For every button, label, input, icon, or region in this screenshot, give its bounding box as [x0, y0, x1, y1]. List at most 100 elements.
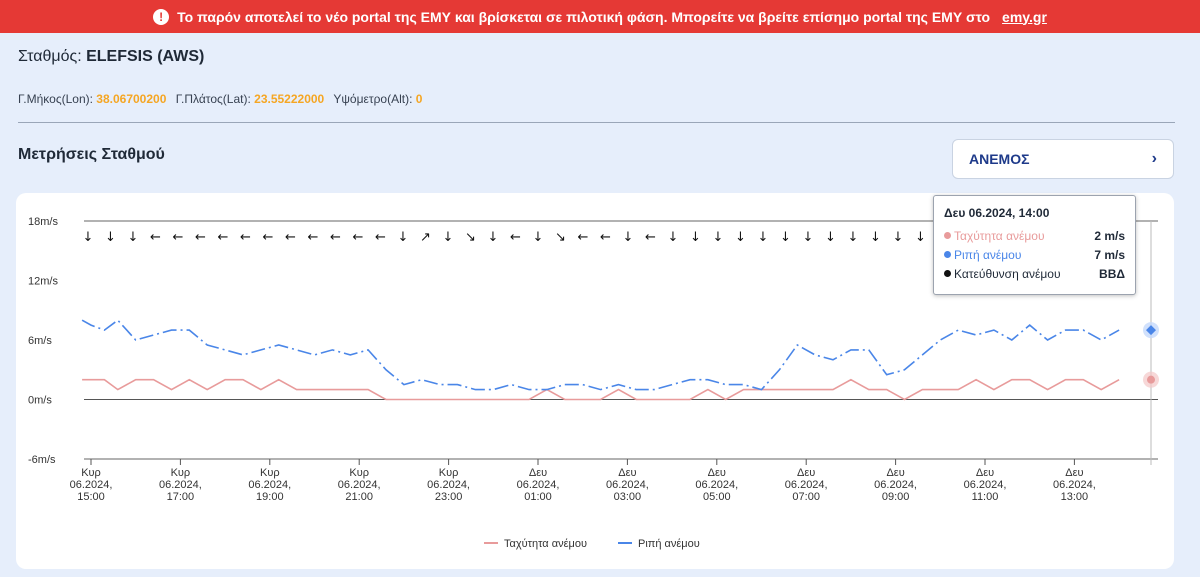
direction-arrow: ←: [150, 230, 161, 245]
measurement-selector[interactable]: ΑΝΕΜΟΣ ›: [952, 139, 1174, 179]
direction-arrow: ↓: [443, 230, 454, 245]
series-line-gust: [81, 319, 1120, 391]
x-tick-label: 06.2024,: [338, 479, 381, 491]
x-tick-label: 07:00: [792, 491, 820, 503]
x-tick-label: 06.2024,: [606, 479, 649, 491]
direction-arrow: ↘: [465, 230, 476, 245]
x-tick-label: 06.2024,: [964, 479, 1007, 491]
x-tick-label: Κυρ: [81, 467, 101, 479]
station-coords: Γ.Μήκος(Lon): 38.06700200 Γ.Πλάτος(Lat):…: [18, 92, 428, 106]
x-tick-label: Δευ: [797, 467, 815, 479]
x-tick-label: Δευ: [618, 467, 636, 479]
direction-arrow: ←: [263, 230, 274, 245]
direction-arrow: ↓: [825, 230, 836, 245]
direction-arrow: ←: [308, 230, 319, 245]
x-tick-label: 06.2024,: [785, 479, 828, 491]
speed-dot-icon: [944, 232, 951, 239]
lat-value: 23.55222000: [254, 92, 325, 106]
speed-highlight-dot: [1147, 375, 1155, 384]
direction-arrow: ←: [510, 230, 521, 245]
x-tick-label: 19:00: [256, 491, 284, 503]
direction-arrow: ←: [645, 230, 656, 245]
x-tick-label: 06.2024,: [517, 479, 560, 491]
pilot-banner: ! Το παρόν αποτελεί το νέο portal της ΕΜ…: [0, 0, 1200, 33]
direction-dot-icon: [944, 270, 951, 277]
direction-arrow: ↓: [83, 230, 94, 245]
divider: [18, 122, 1175, 123]
x-tick-label: Κυρ: [260, 467, 280, 479]
section-title: Μετρήσεις Σταθμού: [18, 146, 165, 163]
lon-value: 38.06700200: [96, 92, 167, 106]
x-tick-label: 06.2024,: [695, 479, 738, 491]
chevron-right-icon: ›: [1151, 150, 1157, 167]
tooltip-speed-value: 2 m/s: [1094, 228, 1125, 243]
legend-label-speed[interactable]: Ταχύτητα ανέμου: [504, 538, 587, 550]
x-tick-label: 06.2024,: [248, 479, 291, 491]
x-tick-label: 06.2024,: [427, 479, 470, 491]
tooltip-direction-label: Κατεύθυνση ανέμου: [954, 266, 1061, 281]
alt-label: Υψόμετρο(Alt):: [333, 92, 413, 106]
tooltip-title: Δευ 06.2024, 14:00: [944, 206, 1050, 220]
direction-arrow: ↓: [915, 230, 926, 245]
direction-arrow: ←: [375, 230, 386, 245]
station-title: Σταθμός: ELEFSIS (AWS): [18, 48, 204, 66]
tooltip-speed-label: Ταχύτητα ανέμου: [954, 228, 1045, 243]
x-tick-label: Κυρ: [439, 467, 459, 479]
direction-arrow: ←: [578, 230, 589, 245]
x-tick-label: 15:00: [77, 491, 105, 503]
direction-arrow: ↓: [690, 230, 701, 245]
direction-arrow: ↓: [398, 230, 409, 245]
direction-arrow: ↓: [105, 230, 116, 245]
tooltip-row-speed: Ταχύτητα ανέμου 2 m/s: [944, 226, 1125, 245]
x-tick-label: 23:00: [435, 491, 463, 503]
gust-highlight-marker: [1146, 325, 1156, 336]
direction-arrow: ↓: [893, 230, 904, 245]
x-tick-label: Δευ: [529, 467, 547, 479]
lat-label: Γ.Πλάτος(Lat):: [175, 92, 251, 106]
x-tick-label: 21:00: [345, 491, 373, 503]
direction-arrow: ↓: [780, 230, 791, 245]
x-tick-label: 06.2024,: [159, 479, 202, 491]
lon-label: Γ.Μήκος(Lon):: [18, 92, 93, 106]
tooltip-row-gust: Ριπή ανέμου 7 m/s: [944, 245, 1125, 264]
direction-arrow: ↓: [870, 230, 881, 245]
direction-arrow: ↓: [735, 230, 746, 245]
y-tick-label: 18m/s: [28, 216, 58, 228]
direction-arrow: ←: [600, 230, 611, 245]
direction-arrow: ↓: [803, 230, 814, 245]
direction-arrow: ↓: [533, 230, 544, 245]
direction-arrow: ↓: [848, 230, 859, 245]
direction-arrow: ←: [353, 230, 364, 245]
y-tick-label: 12m/s: [28, 276, 58, 288]
direction-arrow: ↓: [488, 230, 499, 245]
x-tick-label: Κυρ: [349, 467, 369, 479]
x-tick-label: 06.2024,: [874, 479, 917, 491]
direction-arrow: ↘: [555, 230, 566, 245]
direction-arrow: ←: [173, 230, 184, 245]
station-name: ELEFSIS (AWS): [86, 48, 205, 65]
x-tick-label: 05:00: [703, 491, 731, 503]
legend-label-gust[interactable]: Ριπή ανέμου: [638, 538, 700, 550]
selector-value: ΑΝΕΜΟΣ: [969, 151, 1030, 167]
x-tick-label: 06.2024,: [70, 479, 113, 491]
emy-link[interactable]: emy.gr: [1002, 8, 1047, 25]
direction-arrow: ←: [240, 230, 251, 245]
x-tick-label: Δευ: [976, 467, 994, 479]
station-label: Σταθμός:: [18, 48, 82, 65]
x-tick-label: 17:00: [167, 491, 195, 503]
tooltip-gust-value: 7 m/s: [1094, 247, 1125, 262]
tooltip-row-direction: Κατεύθυνση ανέμου ΒΒΔ: [944, 264, 1125, 283]
banner-text: Το παρόν αποτελεί το νέο portal της ΕΜΥ …: [177, 8, 991, 25]
direction-arrow: ↓: [713, 230, 724, 245]
direction-arrow: ←: [195, 230, 206, 245]
direction-arrow: ↓: [758, 230, 769, 245]
direction-arrow: ↓: [623, 230, 634, 245]
y-tick-label: -6m/s: [28, 454, 56, 466]
tooltip-direction-value: ΒΒΔ: [1099, 266, 1125, 281]
y-tick-label: 0m/s: [28, 395, 52, 407]
y-tick-label: 6m/s: [28, 335, 52, 347]
x-tick-label: Δευ: [886, 467, 904, 479]
x-tick-label: Δευ: [1065, 467, 1083, 479]
alt-value: 0: [415, 92, 423, 106]
x-tick-label: 09:00: [882, 491, 910, 503]
